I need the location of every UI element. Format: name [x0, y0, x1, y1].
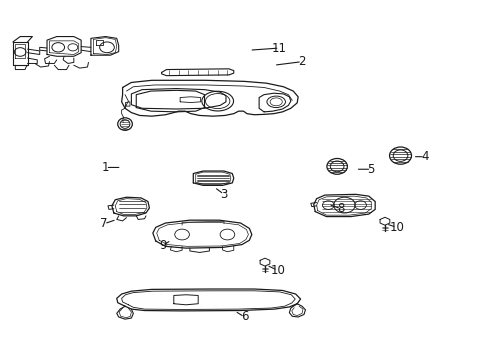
- Text: 3: 3: [220, 188, 227, 201]
- Text: 5: 5: [367, 163, 374, 176]
- Text: 1: 1: [102, 161, 109, 174]
- Text: 10: 10: [388, 221, 403, 234]
- Text: 9: 9: [159, 239, 166, 252]
- Text: 6: 6: [240, 310, 248, 324]
- Text: 8: 8: [337, 202, 344, 215]
- Text: 11: 11: [271, 41, 286, 54]
- Text: 2: 2: [298, 55, 305, 68]
- Text: 4: 4: [420, 150, 428, 163]
- Text: 7: 7: [100, 217, 107, 230]
- Text: 10: 10: [270, 264, 285, 277]
